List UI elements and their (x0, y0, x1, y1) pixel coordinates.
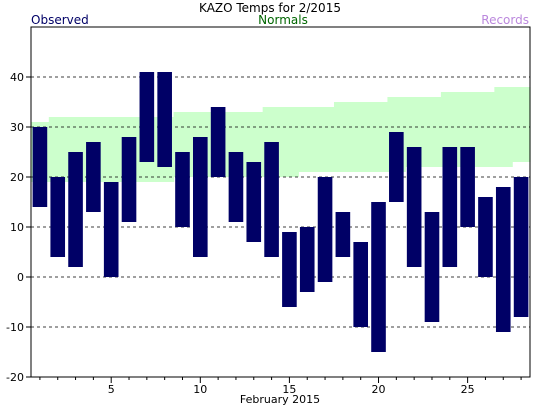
y-tick-label-20: 20 (10, 171, 24, 184)
observed-bar-day-24 (442, 147, 458, 267)
normal-band-day-28 (512, 87, 531, 162)
observed-bar-day-2 (50, 177, 66, 257)
normal-band-day-19 (351, 102, 371, 172)
normal-band-day-13 (244, 112, 264, 177)
chart-title: KAZO Temps for 2/2015 (199, 1, 341, 15)
normal-band-day-17 (316, 107, 335, 172)
observed-bar-day-7 (139, 72, 155, 162)
observed-bar-day-22 (406, 147, 422, 267)
normal-band-day-27 (494, 87, 513, 167)
observed-bar-day-8 (157, 72, 172, 167)
normal-band-day-26 (476, 92, 495, 167)
normal-band-day-5 (102, 117, 121, 182)
plot-area: -20 -10 0 10 20 30 40 5 10 15 20 25 (6, 26, 531, 396)
observed-bar-day-27 (495, 187, 511, 332)
observed-bar-day-26 (478, 197, 493, 277)
normal-band-day-20 (369, 102, 389, 172)
observed-bar-day-1 (32, 127, 48, 207)
legend-normals: Normals (258, 13, 308, 27)
y-tick-label--10: -10 (6, 321, 24, 334)
y-tick-label-10: 10 (10, 221, 24, 234)
x-tick-label-15: 15 (282, 383, 296, 396)
observed-bar-day-4 (86, 142, 101, 212)
observed-bar-day-21 (389, 132, 404, 202)
x-tick-label-10: 10 (193, 383, 207, 396)
observed-bar-day-11 (210, 107, 226, 177)
normal-band-day-18 (333, 102, 353, 172)
x-tick-label-5: 5 (108, 383, 115, 396)
observed-bar-day-19 (353, 242, 369, 327)
observed-bar-day-15 (282, 232, 297, 307)
observed-bar-day-23 (424, 212, 440, 322)
y-tick-label--20: -20 (6, 371, 24, 384)
normal-band-day-23 (423, 97, 442, 167)
x-axis-label: February 2015 (240, 393, 320, 406)
observed-bar-day-6 (121, 137, 137, 222)
observed-bar-day-10 (192, 137, 208, 257)
normal-band-day-2 (48, 117, 68, 182)
observed-bar-day-13 (246, 162, 262, 242)
observed-bar-day-28 (513, 177, 529, 317)
x-tick-label-25: 25 (461, 383, 475, 396)
observed-bar-day-12 (228, 152, 244, 222)
plot-frame (30, 26, 531, 378)
x-tick-label-20: 20 (372, 383, 386, 396)
legend-records: Records (481, 13, 529, 27)
observed-bar-day-5 (103, 182, 119, 277)
observed-bar-day-25 (460, 147, 475, 227)
y-tick-label-30: 30 (10, 121, 24, 134)
y-tick-label-0: 0 (17, 271, 24, 284)
legend-observed: Observed (31, 13, 89, 27)
y-tick-label-40: 40 (10, 71, 24, 84)
observed-bar-day-3 (68, 152, 83, 267)
observed-bar-day-20 (371, 202, 386, 352)
observed-bar-day-17 (317, 177, 333, 282)
observed-bar-day-18 (335, 212, 351, 257)
normal-band-day-15 (280, 107, 299, 177)
normal-band-day-16 (298, 107, 317, 172)
observed-bar-day-9 (175, 152, 190, 227)
observed-bar-day-16 (299, 227, 315, 292)
observed-bar-day-14 (264, 142, 279, 257)
